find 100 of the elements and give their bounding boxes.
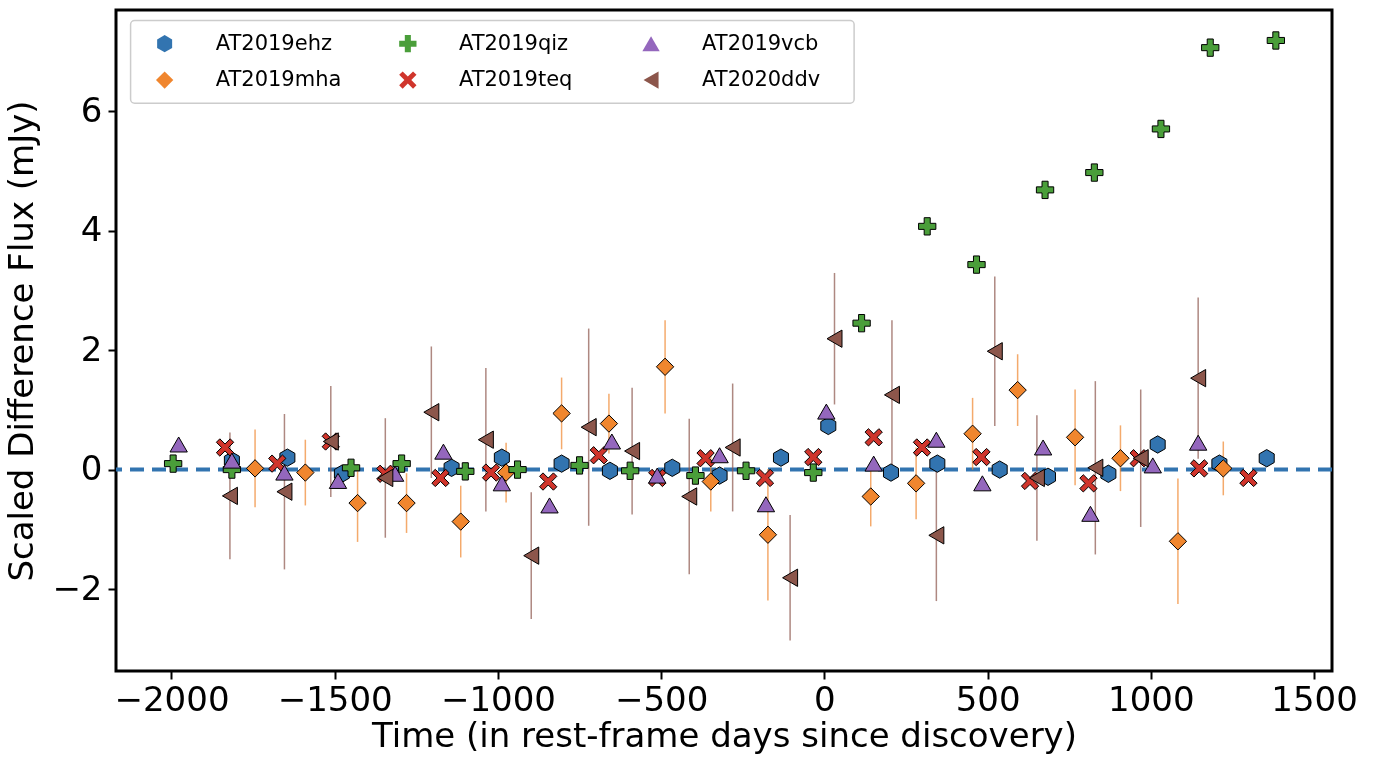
point — [664, 458, 681, 477]
point — [492, 475, 512, 492]
point — [508, 460, 527, 479]
point — [493, 448, 510, 467]
point — [552, 404, 571, 423]
y-tick-label: 4 — [80, 209, 103, 250]
point — [1151, 119, 1171, 139]
point — [991, 460, 1008, 479]
point — [397, 493, 416, 513]
point — [973, 475, 992, 492]
point — [245, 459, 265, 478]
point — [601, 461, 618, 480]
point — [929, 454, 946, 473]
point — [1111, 449, 1130, 468]
point — [772, 448, 789, 467]
legend-label: AT2019vcb — [702, 30, 819, 55]
point — [348, 493, 367, 513]
point — [268, 454, 287, 473]
point — [701, 472, 720, 491]
point — [861, 487, 880, 506]
point — [1081, 505, 1100, 522]
point — [710, 447, 729, 464]
point — [553, 454, 570, 473]
point — [434, 443, 453, 460]
point — [580, 418, 597, 437]
point — [221, 486, 238, 506]
point — [392, 454, 411, 473]
point — [1143, 457, 1162, 474]
legend-label: AT2019teq — [458, 67, 573, 92]
point — [1190, 368, 1207, 388]
point — [1085, 163, 1104, 182]
point — [1189, 459, 1209, 478]
point — [852, 314, 871, 333]
y-tick-label: 6 — [80, 89, 103, 130]
point — [589, 446, 608, 465]
point — [570, 456, 589, 475]
point — [686, 466, 705, 485]
point — [602, 433, 622, 450]
point — [696, 449, 715, 468]
point — [927, 431, 946, 448]
point — [328, 472, 348, 489]
point — [782, 568, 799, 587]
point — [756, 496, 776, 513]
point — [539, 472, 558, 491]
point — [755, 468, 775, 488]
legend-label: AT2019ehz — [215, 30, 332, 55]
point — [599, 414, 619, 433]
y-tick-label: 0 — [80, 448, 103, 489]
y-tick-label: 2 — [80, 328, 103, 369]
point — [624, 441, 641, 461]
point — [481, 463, 501, 482]
x-tick-label: −2000 — [114, 678, 230, 719]
point — [377, 468, 394, 488]
point — [972, 447, 991, 467]
point — [341, 458, 361, 477]
point — [540, 497, 559, 514]
legend-label: AT2019qiz — [458, 30, 569, 55]
point — [817, 403, 836, 420]
point — [864, 455, 883, 472]
point — [620, 461, 640, 480]
point — [1033, 439, 1053, 456]
point — [906, 474, 926, 493]
point — [912, 438, 932, 457]
point — [804, 463, 823, 482]
point — [648, 467, 667, 484]
point — [1214, 459, 1233, 478]
point — [804, 447, 823, 467]
point — [655, 357, 675, 376]
x-tick-label: 1500 — [1271, 678, 1358, 719]
point — [1266, 31, 1286, 50]
point — [1065, 428, 1085, 447]
point — [451, 512, 470, 531]
point — [883, 385, 900, 405]
point — [724, 438, 741, 457]
point — [1258, 449, 1275, 468]
legend-label: AT2019mha — [215, 67, 342, 92]
point — [275, 464, 294, 481]
point — [523, 546, 540, 565]
point — [215, 438, 235, 457]
point — [456, 462, 475, 481]
point — [1079, 474, 1098, 493]
point — [296, 463, 315, 482]
point — [928, 526, 945, 545]
x-tick-label: 1000 — [1108, 678, 1195, 719]
point — [758, 525, 778, 544]
point — [163, 454, 183, 473]
point — [1168, 532, 1188, 551]
point — [169, 436, 188, 453]
point — [477, 430, 494, 449]
point — [864, 428, 883, 447]
point — [1008, 380, 1027, 400]
point — [1100, 464, 1117, 483]
point — [736, 461, 756, 480]
point — [431, 468, 450, 488]
point — [1035, 180, 1055, 200]
legend-label: AT2020ddv — [702, 67, 821, 92]
point — [1189, 434, 1208, 451]
point — [681, 487, 698, 506]
point — [423, 403, 440, 422]
point — [1201, 38, 1220, 57]
